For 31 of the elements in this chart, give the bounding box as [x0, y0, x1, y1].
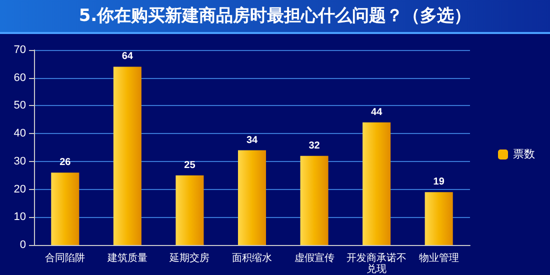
y-tick-label: 20: [14, 183, 26, 196]
bar: [362, 122, 391, 245]
y-tick-label: 40: [14, 128, 26, 140]
x-tick-label: 物业管理: [418, 252, 459, 264]
data-label: 26: [60, 157, 72, 168]
x-tick-label: 虚假宣传: [294, 252, 334, 264]
x-tick-label: 合同陷阱: [45, 252, 86, 264]
y-tick-label: 10: [14, 211, 26, 224]
x-tick-label: 面积缩水: [232, 252, 272, 264]
data-label: 25: [184, 160, 196, 171]
y-tick-label: 60: [14, 72, 26, 84]
bar: [113, 66, 142, 245]
y-tick-label: 50: [14, 100, 26, 112]
chart-title: 5.你在购买新建商品房时最担心什么问题？（多选）: [0, 0, 550, 34]
data-label: 34: [246, 134, 258, 146]
y-tick-label: 30: [14, 155, 26, 168]
bar: [176, 175, 204, 245]
bar: [300, 156, 328, 245]
data-label: 64: [122, 51, 134, 62]
data-label: 44: [371, 106, 383, 118]
x-tick-label: 开发商承诺不兑现: [346, 252, 407, 275]
x-tick-label: 延期交房: [168, 252, 210, 264]
y-tick-label: 70: [14, 44, 26, 56]
data-label: 19: [433, 176, 445, 188]
legend-label: 票数: [513, 148, 535, 160]
bar: [238, 150, 266, 245]
bar: [424, 192, 453, 245]
x-tick-label: 建筑质量: [106, 252, 148, 264]
y-tick-label: 0: [20, 239, 26, 251]
data-label: 32: [308, 140, 320, 152]
bar: [51, 172, 80, 245]
